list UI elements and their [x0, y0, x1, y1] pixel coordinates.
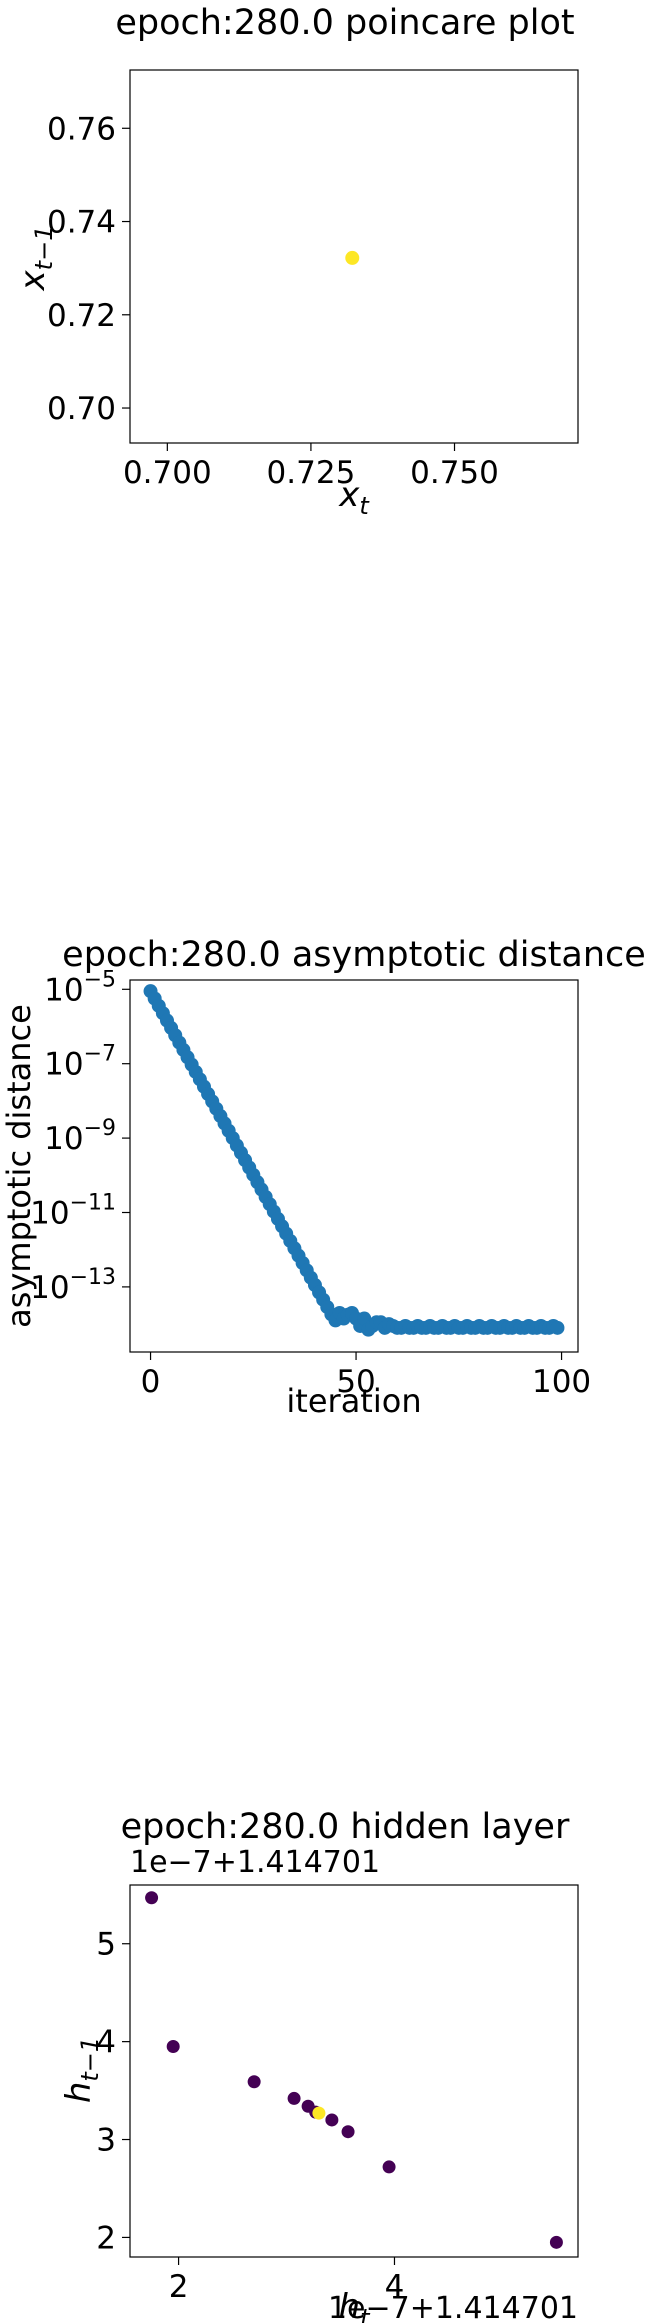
poincare-plot-frame	[129, 69, 579, 444]
asymptotic-distance-points	[143, 984, 565, 1337]
hidden-layer-y-tick-label: 5	[96, 1927, 116, 1963]
poincare-plot-y-tick-label: 0.74	[47, 205, 116, 241]
hidden-layer-ylabel-group: ht−1	[59, 2037, 104, 2103]
asymptotic-distance-x-tick-label: 100	[532, 1364, 591, 1400]
hidden-layer-xlabel: ht	[339, 2287, 372, 2323]
hidden-layer-point	[549, 2235, 563, 2249]
hidden-layer-xlabel-subscript: t	[360, 2304, 371, 2323]
poincare-plot-x-tick-label: 0.700	[123, 455, 212, 491]
poincare-plot-ylabel-group: xt−1	[13, 226, 58, 292]
hidden-layer-ylabel: ht−1	[59, 2037, 104, 2103]
hidden-layer-ylabel-base: h	[59, 2082, 99, 2104]
hidden-layer-frame	[129, 1884, 579, 2258]
hidden-layer-point	[166, 2040, 180, 2054]
poincare-plot-xlabel-subscript: t	[359, 492, 370, 520]
asymptotic-distance-y-tick-label: 10−5	[44, 967, 116, 1008]
hidden-layer-point	[325, 2113, 339, 2127]
asymptotic-distance-y-tick-label: 10−11	[30, 1191, 116, 1232]
poincare-plot-ylabel: xt−1	[13, 226, 58, 292]
poincare-plot-x-tick-label: 0.750	[410, 455, 499, 491]
asymptotic-distance-y-tick-label: 10−9	[44, 1116, 116, 1157]
asymptotic-distance-point	[550, 1320, 565, 1335]
poincare-plot-xlabel: xt	[338, 475, 370, 520]
poincare-plot-ylabel-subscript: t−1	[30, 226, 58, 271]
asymptotic-distance-x-tick-label: 0	[141, 1364, 161, 1400]
hidden-layer-points	[145, 1891, 563, 2249]
asymptotic-distance-y-ticks: 10−5 10−7 10−9 10−11 10−13	[30, 967, 130, 1306]
poincare-plot-panel: epoch:280.0 poincare plot 0.700 0.725 0.75…	[13, 3, 579, 520]
poincare-plot-xlabel-base: x	[338, 475, 360, 515]
hidden-layer-point	[247, 2075, 261, 2089]
poincare-plot-y-tick-label: 0.70	[47, 391, 116, 427]
hidden-layer-y-ticks: 2 3 4 5	[96, 1927, 130, 2256]
poincare-plot-title: epoch:280.0 poincare plot	[115, 3, 574, 43]
hidden-layer-y-offset-label: 1e−7+1.414701	[130, 1845, 380, 1880]
hidden-layer-point	[312, 2106, 326, 2120]
asymptotic-distance-title: epoch:280.0 asymptotic distance	[62, 935, 646, 975]
hidden-layer-x-tick-label: 2	[169, 2269, 189, 2305]
asymptotic-distance-ylabel: asymptotic distance	[0, 1004, 38, 1328]
poincare-plot-ylabel-base: x	[13, 269, 53, 291]
hidden-layer-x-tick-label: 4	[385, 2269, 405, 2305]
hidden-layer-point	[341, 2125, 355, 2139]
poincare-plot-x-ticks: 0.700 0.725 0.750	[123, 443, 499, 491]
hidden-layer-x-offset-label: 1e−7+1.414701	[328, 2291, 578, 2323]
hidden-layer-panel: epoch:280.0 hidden layer 1e−7+1.414701 2…	[59, 1807, 579, 2323]
asymptotic-distance-x-tick-label: 50	[336, 1364, 375, 1400]
hidden-layer-y-tick-label: 3	[96, 2123, 116, 2159]
poincare-plot-y-ticks: 0.70 0.72 0.74 0.76	[47, 111, 130, 427]
hidden-layer-point	[287, 2091, 301, 2105]
poincare-plot-points	[345, 250, 360, 265]
asymptotic-distance-x-ticks: 0 50 100	[141, 1352, 591, 1400]
hidden-layer-xlabel-base: h	[339, 2287, 361, 2323]
hidden-layer-point	[382, 2160, 396, 2174]
asymptotic-distance-xlabel: iteration	[286, 1382, 421, 1420]
asymptotic-distance-frame	[129, 979, 579, 1353]
poincare-plot-x-tick-label: 0.725	[267, 455, 356, 491]
poincare-plot-point	[345, 250, 360, 265]
asymptotic-distance-ylabel-group: asymptotic distance	[0, 1004, 38, 1328]
hidden-layer-y-tick-label: 4	[96, 2025, 116, 2061]
hidden-layer-ylabel-subscript: t−1	[76, 2037, 104, 2082]
asymptotic-distance-panel: epoch:280.0 asymptotic distance 0 50 100 1…	[0, 935, 646, 1420]
hidden-layer-point	[145, 1891, 159, 1905]
asymptotic-distance-y-tick-label: 10−7	[44, 1042, 116, 1083]
hidden-layer-y-tick-label: 2	[96, 2220, 116, 2256]
poincare-plot-y-tick-label: 0.76	[47, 111, 116, 147]
asymptotic-distance-y-tick-label: 10−13	[30, 1265, 116, 1306]
hidden-layer-title: epoch:280.0 hidden layer	[121, 1807, 570, 1847]
poincare-plot-y-tick-label: 0.72	[47, 298, 116, 334]
